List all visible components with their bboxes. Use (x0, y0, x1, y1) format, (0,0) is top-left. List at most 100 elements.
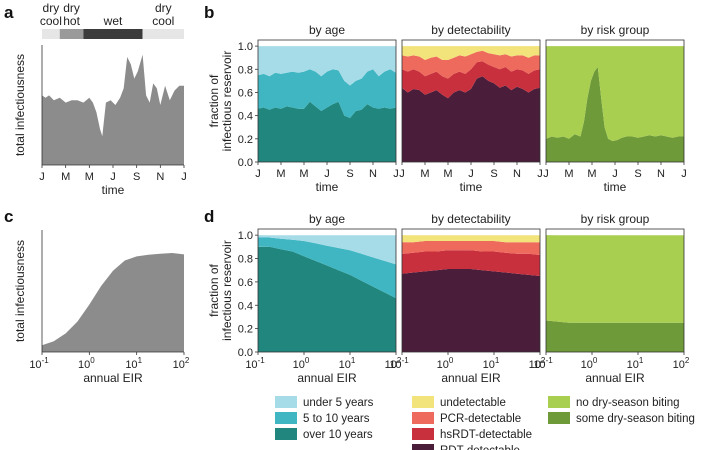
legend-swatch-rdt-detectable (412, 444, 434, 450)
x-tick-label: J (543, 168, 549, 180)
area-under-5-years (258, 46, 396, 86)
area-no-dry-season-biting (546, 235, 684, 323)
x-tick-label: J (468, 168, 474, 180)
y-tick-label: 0.2 (238, 324, 253, 336)
area-total-infectiousness (42, 54, 184, 165)
y-tick-label: 0.6 (238, 87, 253, 99)
x-tick-label: M (299, 168, 308, 180)
legend-label-pcr-detectable: PCR-detectable (440, 413, 521, 425)
season-label: dry (155, 1, 172, 15)
x-tick-label: 10-1 (245, 356, 265, 371)
chart-b-age: by age 0.0 0.2 0.4 0.6 0.8 1.0 fraction ofinfec… (207, 23, 399, 194)
panel-label-a: a (4, 3, 14, 22)
x-axis-label: time (102, 183, 125, 197)
area-total-infectiousness (42, 253, 184, 352)
legend-swatch-undetectable (412, 396, 434, 408)
season-label: dry (63, 1, 80, 15)
legend-label-some-dry-season-biting: some dry-season biting (576, 413, 695, 425)
x-axis-label: time (460, 180, 483, 194)
x-tick-label: J (393, 168, 399, 180)
area-over-10-years (258, 101, 396, 162)
x-tick-label: 102 (529, 356, 546, 371)
x-tick-label: 100 (437, 356, 454, 371)
x-tick-label: J (39, 171, 45, 183)
panel-title: by risk group (581, 23, 650, 37)
area-rdt-detectable (402, 269, 540, 352)
x-tick-label: 101 (627, 356, 644, 371)
x-tick-label: S (634, 168, 641, 180)
season-dry-cool (142, 29, 184, 39)
season-label: cool (40, 14, 62, 28)
x-tick-label: 10-1 (533, 356, 553, 371)
x-tick-label: 102 (385, 356, 402, 371)
x-tick-label: M (85, 171, 94, 183)
x-axis-label: time (316, 180, 339, 194)
x-tick-label: M (276, 168, 285, 180)
x-tick-label: M (420, 168, 429, 180)
area-hsrdt-detectable (402, 250, 540, 276)
chart-d-age: by age 0.0 0.2 0.4 0.6 0.8 1.0 fraction ofinfec… (207, 212, 402, 385)
legend-label-rdt-detectable: RDT-detectable (440, 445, 520, 450)
chart-d-age-frame (257, 228, 397, 353)
legend-swatch-under-5-years (275, 396, 297, 408)
panel-title: by detectability (431, 212, 510, 226)
y-axis-label: total infectiousness (13, 240, 27, 342)
x-tick-label: M (443, 168, 452, 180)
legend-label-no-dry-season-biting: no dry-season biting (576, 397, 680, 409)
legend-label-under-5-years: under 5 years (303, 397, 374, 409)
y-axis-label: fraction ofinfectious reservoir (207, 240, 234, 341)
area-hsrdt-detectable (402, 61, 540, 99)
x-tick-label: N (156, 171, 164, 183)
season-dry-cool (42, 29, 60, 39)
panel-title: by age (309, 23, 345, 37)
season-label: wet (103, 14, 123, 28)
x-tick-label: 101 (483, 356, 500, 371)
panel-title: by age (309, 212, 345, 226)
x-tick-label: 100 (581, 356, 598, 371)
x-axis-label: annual EIR (585, 371, 645, 385)
y-tick-label: 1.0 (238, 230, 253, 242)
y-axis-label: fraction ofinfectious reservoir (207, 51, 234, 152)
legend-swatch-no-dry-season-biting (548, 396, 570, 408)
x-axis-label: time (604, 180, 627, 194)
season-dry-hot (59, 29, 84, 39)
x-tick-label: 101 (339, 356, 356, 371)
y-tick-label: 0.0 (238, 157, 253, 169)
x-tick-label: J (324, 168, 330, 180)
season-wet (83, 29, 143, 39)
panel-label-b: b (204, 3, 214, 22)
legend-label-undetectable: undetectable (440, 397, 506, 409)
x-tick-label: 102 (673, 356, 690, 371)
season-label: dry (43, 1, 60, 15)
legend-label-over-10-years: over 10 years (303, 429, 373, 441)
x-tick-label: J (537, 168, 543, 180)
x-tick-label: S (346, 168, 353, 180)
area-some-dry-season-biting (546, 67, 684, 162)
legend-label-hsrdt-detectable: hsRDT-detectable (440, 429, 532, 441)
panel-label-d: d (204, 207, 214, 226)
panel-title: by detectability (431, 23, 510, 37)
legend-swatch-over-10-years (275, 428, 297, 440)
x-tick-label: M (564, 168, 573, 180)
legend-label-5-to-10-years: 5 to 10 years (303, 413, 370, 425)
x-tick-label: 100 (78, 356, 95, 371)
x-tick-label: J (255, 168, 261, 180)
x-tick-label: J (399, 168, 405, 180)
chart-d-det-frame (401, 228, 541, 353)
chart-d-det: by detectability 10-1 100 101 102 annual EIR (389, 212, 546, 385)
y-tick-label: 1.0 (238, 41, 253, 53)
area-undetectable (402, 235, 540, 243)
x-tick-label: 10-1 (389, 356, 409, 371)
y-tick-label: 0.8 (238, 64, 253, 76)
x-axis-label: annual EIR (297, 371, 357, 385)
area-pcr-detectable (402, 241, 540, 255)
area-over-10-years (258, 246, 396, 352)
y-axis-label: total infectiousness (13, 54, 27, 156)
